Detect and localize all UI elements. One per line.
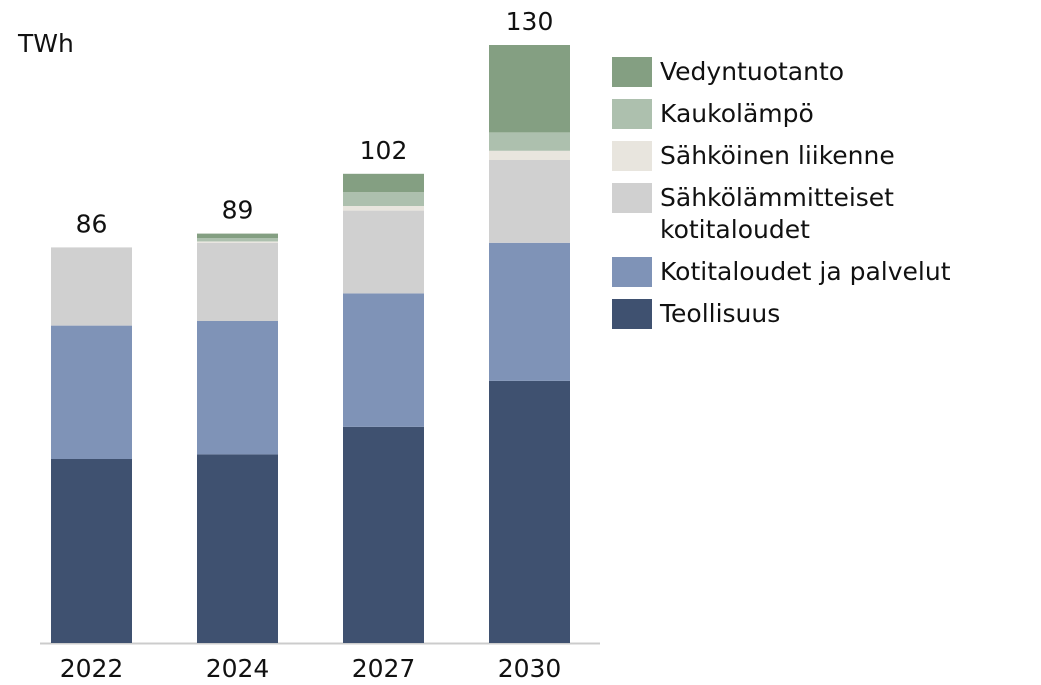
legend-swatch xyxy=(612,57,652,87)
legend-item: Kotitaloudet ja palvelut xyxy=(612,256,1032,288)
legend-swatch xyxy=(612,257,652,287)
legend-item: Kaukolämpö xyxy=(612,98,1032,130)
legend-item: Sähköinen liikenne xyxy=(612,140,1032,172)
legend-swatch xyxy=(612,183,652,213)
total-label: 102 xyxy=(360,136,408,165)
bar-segment xyxy=(343,426,424,643)
legend-item: Teollisuus xyxy=(612,298,1032,330)
bar-segment xyxy=(197,454,278,643)
x-tick-label: 2027 xyxy=(352,654,416,683)
total-label: 130 xyxy=(506,7,554,36)
bar-segment xyxy=(489,132,570,151)
legend-item: Vedyntuotanto xyxy=(612,56,1032,88)
legend-label: Vedyntuotanto xyxy=(660,57,845,86)
bar-segment xyxy=(343,173,424,193)
bar-segment xyxy=(489,160,570,243)
bar-segment xyxy=(343,206,424,211)
x-tick-label: 2024 xyxy=(206,654,270,683)
legend-swatch xyxy=(612,141,652,171)
legend: Vedyntuotanto Kaukolämpö Sähköinen liikenn… xyxy=(612,56,1032,340)
legend-label: Sähköinen liikenne xyxy=(660,141,895,170)
legend-item: Sähkölämmitteiset kotitaloudet xyxy=(612,182,1032,246)
bar-segment xyxy=(343,210,424,294)
legend-label: Kaukolämpö xyxy=(660,99,814,128)
legend-swatch xyxy=(612,99,652,129)
legend-label: Sähkölämmitteiset kotitaloudet xyxy=(660,183,894,244)
bar-segment xyxy=(197,241,278,243)
legend-label: Teollisuus xyxy=(660,299,781,328)
legend-swatch xyxy=(612,299,652,329)
unit-label: TWh xyxy=(17,29,74,58)
legend-label: Kotitaloudet ja palvelut xyxy=(660,257,951,286)
bar-segment xyxy=(51,247,132,326)
bar-segment xyxy=(51,459,132,643)
bar-segment xyxy=(51,325,132,459)
x-tick-label: 2022 xyxy=(60,654,124,683)
total-label: 86 xyxy=(76,209,108,238)
bar-segment xyxy=(197,321,278,455)
bar-segment xyxy=(343,192,424,206)
bar-segment xyxy=(343,293,424,427)
bar-segment xyxy=(489,45,570,133)
total-label: 89 xyxy=(222,196,254,225)
bar-segment xyxy=(489,380,570,643)
bar-segment xyxy=(489,150,570,160)
x-tick-label: 2030 xyxy=(498,654,562,683)
bar-segment xyxy=(489,242,570,381)
bar-segment xyxy=(197,233,278,239)
bar-segment xyxy=(197,242,278,321)
bar-segment xyxy=(197,238,278,242)
